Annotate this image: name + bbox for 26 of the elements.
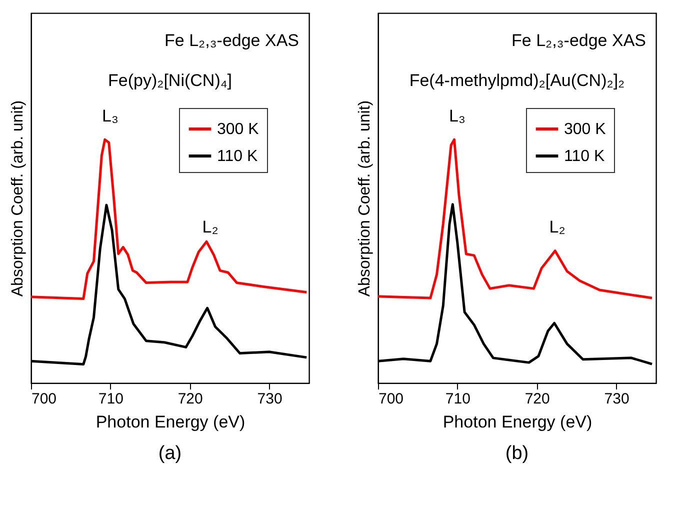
- legend-label: 110 K: [217, 148, 258, 165]
- text: Fe L₂,₃-edge XAS: [164, 31, 299, 50]
- text: Fe(4-methylpmd)₂[Au(CN)₂]₂: [409, 71, 625, 90]
- text: (b): [505, 443, 529, 464]
- x-axis-title: Photon Energy (eV): [96, 412, 246, 432]
- x-tick-label: 710: [98, 390, 124, 408]
- x-tick-label: 720: [524, 390, 550, 408]
- annotation: L₂: [202, 218, 218, 237]
- x-tick-label: 700: [378, 390, 404, 408]
- legend-label: 300 K: [217, 121, 260, 138]
- text: (a): [158, 443, 182, 464]
- text: Fe L₂,₃-edge XAS: [512, 31, 646, 50]
- text: L₃: [102, 106, 118, 126]
- legend-label: 110 K: [564, 148, 605, 165]
- y-axis-title: Absorption Coeff. (arb. unit): [10, 100, 26, 297]
- x-tick-label: 730: [604, 390, 630, 408]
- annotation: L₂: [549, 218, 566, 237]
- x-axis-title: Photon Energy (eV): [442, 412, 592, 432]
- x-tick-label: 720: [178, 390, 203, 408]
- x-tick-label: 730: [257, 390, 282, 408]
- text: Fe(py)₂[Ni(CN)₄]: [108, 71, 232, 90]
- x-tick-label: 700: [32, 390, 57, 408]
- legend-label: 300 K: [564, 121, 606, 138]
- y-axis-title: Absorption Coeff. (arb. unit): [356, 100, 374, 297]
- text: L₃: [449, 106, 466, 126]
- x-tick-label: 710: [445, 390, 470, 408]
